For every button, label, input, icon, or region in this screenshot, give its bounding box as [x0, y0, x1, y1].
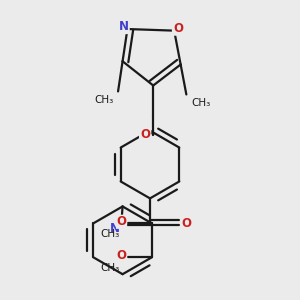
Text: O: O — [181, 218, 191, 230]
Text: CH₃: CH₃ — [191, 98, 210, 108]
Text: O: O — [173, 22, 183, 34]
Text: O: O — [140, 128, 150, 141]
Text: O: O — [117, 249, 127, 262]
Text: N: N — [118, 20, 128, 33]
Text: O: O — [173, 22, 183, 34]
Text: CH₃: CH₃ — [100, 263, 119, 273]
Text: CH₃: CH₃ — [100, 229, 119, 239]
Text: N: N — [118, 20, 128, 33]
Text: N: N — [110, 222, 120, 235]
Text: CH₃: CH₃ — [94, 95, 113, 105]
Text: O: O — [117, 215, 127, 228]
Text: H: H — [115, 216, 123, 226]
